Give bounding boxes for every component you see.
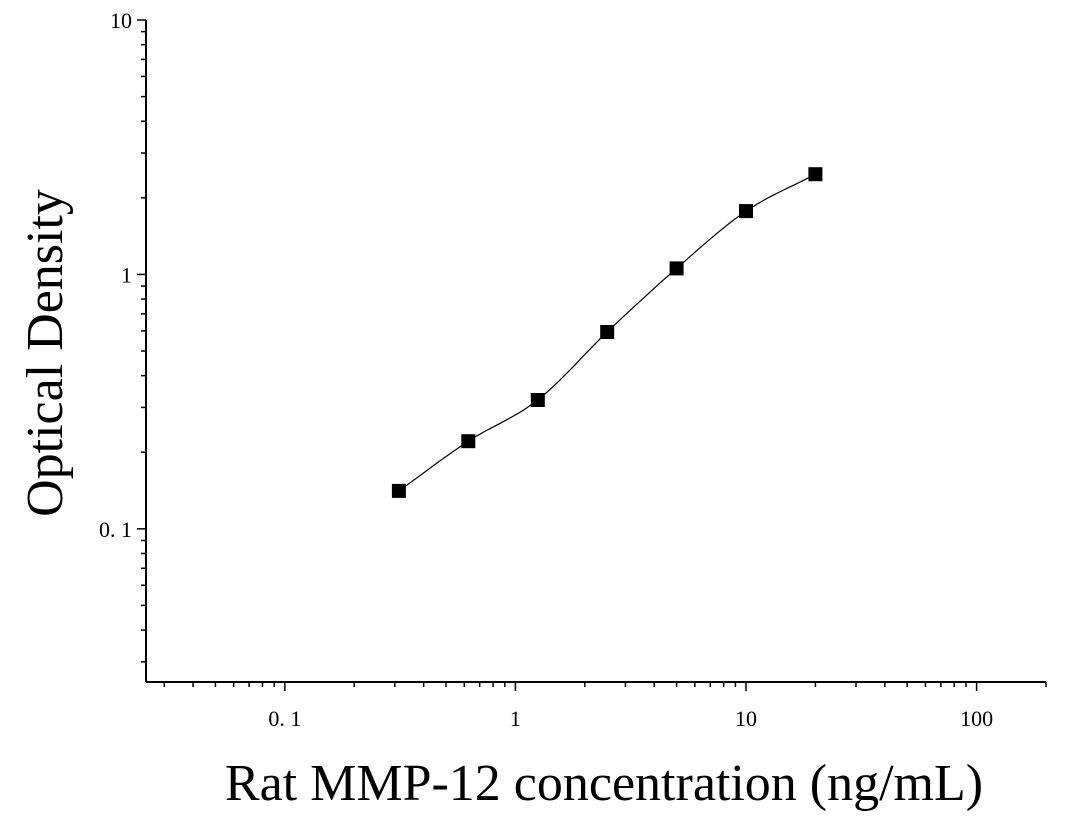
x-tick-labels: 0. 1 1 10 100 bbox=[268, 706, 993, 731]
x-tick-label: 0. 1 bbox=[268, 706, 301, 731]
data-point-square bbox=[669, 261, 684, 276]
y-tick-label: 1 bbox=[121, 262, 132, 287]
x-tick-label: 100 bbox=[960, 706, 993, 731]
y-tick-label: 10 bbox=[110, 8, 132, 33]
data-point-square bbox=[808, 167, 823, 182]
data-point-square bbox=[739, 204, 753, 219]
data-point-square bbox=[391, 483, 406, 498]
data-point-square bbox=[461, 434, 476, 449]
x-tick-label: 10 bbox=[735, 706, 757, 731]
minor-ticks bbox=[141, 30, 1047, 687]
x-tick-label: 1 bbox=[510, 706, 521, 731]
axes bbox=[145, 20, 1046, 683]
y-tick-labels: 0. 1 1 10 bbox=[99, 8, 132, 542]
data-points bbox=[391, 167, 823, 498]
major-ticks bbox=[137, 19, 978, 691]
y-axis-title: Optical Density bbox=[17, 189, 74, 517]
data-point-square bbox=[600, 325, 615, 339]
x-axis-title: Rat MMP-12 concentration (ng/mL) bbox=[225, 755, 983, 812]
y-tick-label: 0. 1 bbox=[99, 517, 132, 542]
data-point-square bbox=[530, 393, 545, 407]
